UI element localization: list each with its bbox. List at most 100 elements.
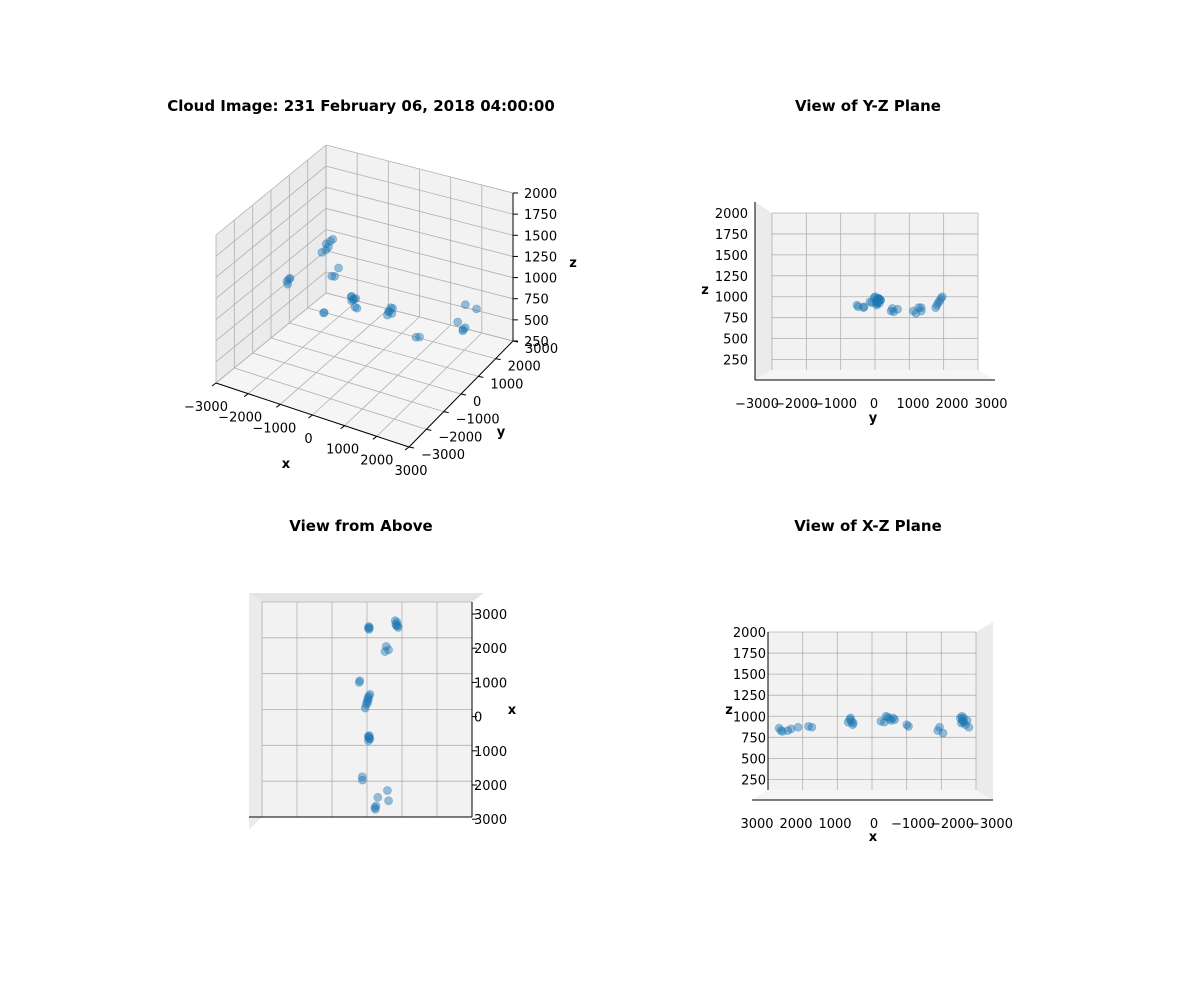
data-point [334,263,343,273]
data-point [881,711,891,721]
data-point [384,645,394,655]
subplot-3d-y-label: y [497,425,506,440]
data-point [363,623,373,633]
data-point [964,722,974,732]
data-point [380,647,390,656]
y-tick-label: −2000 [774,397,818,412]
data-point [890,715,900,725]
z-tick-label: 1250 [733,689,766,704]
data-point [874,294,884,303]
x-tick-mark [211,382,217,387]
gridline-back-z [325,208,514,257]
data-point [364,731,374,740]
data-point [936,294,946,303]
data-point [355,676,365,686]
x-tick-label: 1000 [326,443,359,458]
z-tick-label: 500 [524,314,549,329]
data-point [393,623,403,632]
data-point [283,279,293,289]
data-point [363,693,373,703]
data-point [364,622,374,631]
data-point [846,713,855,723]
y-tick-label: 0 [870,397,878,412]
data-point [962,716,972,725]
data-point [870,292,880,302]
data-point [879,717,889,727]
data-point [888,713,898,723]
data-point [786,724,796,734]
x-tick-label: −1000 [252,421,296,436]
data-point [384,307,393,317]
z-tick-label: 750 [524,293,549,308]
z-tick-label: 1000 [733,710,766,725]
data-point [384,306,394,316]
gridline-side-z [215,292,327,384]
subplot-xz-x-label: x [869,830,878,845]
y-tick-label: −2000 [438,430,482,445]
z-tick-label: 500 [723,333,748,348]
data-point [876,295,885,305]
data-point [869,293,879,302]
subplot-yz-plane: View of Y-Z Plane 2000 1750 1500 1250 1000 75… [701,97,1007,426]
data-point [886,306,896,316]
z-tick-label: 2000 [715,207,748,222]
data-point [957,711,967,721]
x-tick-label: 2000 [779,817,812,832]
x-tick-label: 3000 [474,813,507,828]
data-point [317,247,327,257]
z-tick-label: 2000 [524,187,557,202]
data-point [411,332,421,342]
y-tick-mark [460,393,467,396]
data-point [776,726,786,735]
x-tick-label: 1000 [474,676,507,691]
x-tick-label: 0 [304,432,312,447]
z-tick-label: 2000 [733,626,766,641]
data-point [874,299,884,308]
data-point [859,303,868,313]
data-point [348,295,358,305]
data-point [931,303,941,313]
y-tick-mark [426,428,432,431]
x-tick-label: −1000 [891,817,935,832]
data-point [883,712,893,722]
data-point [843,717,853,727]
x-tick-mark [404,446,410,451]
data-point [872,294,882,304]
pane-right-wall [976,622,993,800]
data-point [793,722,803,732]
y-tick-mark [495,358,501,361]
data-point [804,721,813,731]
data-point [872,298,882,307]
z-tick-label: 500 [741,752,766,767]
y-tick-label: −3000 [421,448,465,463]
data-point [330,272,340,281]
data-point [383,310,392,320]
data-point [956,718,966,728]
gridline-side-z [215,271,327,363]
data-point [460,300,470,310]
data-point [365,734,375,744]
x-tick-mark [243,393,249,398]
data-point [350,302,360,312]
pane-left-wall [755,202,772,380]
data-point [914,303,924,313]
x-tick-mark [276,403,281,408]
data-point [391,621,401,631]
data-point [364,732,374,742]
subplot-yz-title: View of Y-Z Plane [795,97,941,115]
data-point [938,728,948,738]
data-point [351,294,361,303]
data-point [874,294,884,303]
subplot-yz-x-label: y [869,411,878,426]
gridline-back-z [325,165,514,215]
x-tick-mark [308,414,313,419]
data-point [872,300,882,310]
data-point [357,772,367,782]
data-point [358,775,367,785]
z-tick-label: 250 [723,354,748,369]
data-point [364,624,374,634]
subplot-xz-z-label: z [725,703,733,718]
data-point [955,713,965,723]
data-point [285,273,295,283]
gridline-side-z [215,229,327,320]
